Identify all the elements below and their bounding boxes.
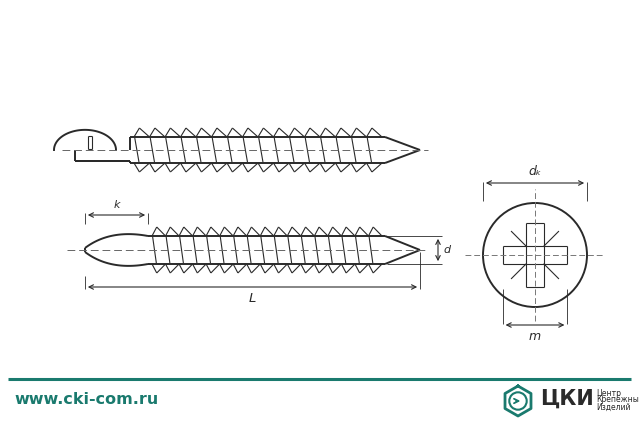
Text: Изделий: Изделий — [596, 402, 631, 411]
Text: ЦКИ: ЦКИ — [540, 389, 594, 409]
Text: m: m — [529, 330, 541, 343]
Text: Центр: Центр — [596, 388, 621, 397]
Text: d: d — [443, 245, 450, 255]
Text: dₖ: dₖ — [528, 165, 542, 178]
Text: Крепёжных: Крепёжных — [596, 396, 639, 405]
Text: L: L — [249, 292, 256, 305]
Text: k: k — [113, 200, 119, 210]
Text: www.cki-com.ru: www.cki-com.ru — [14, 391, 158, 406]
